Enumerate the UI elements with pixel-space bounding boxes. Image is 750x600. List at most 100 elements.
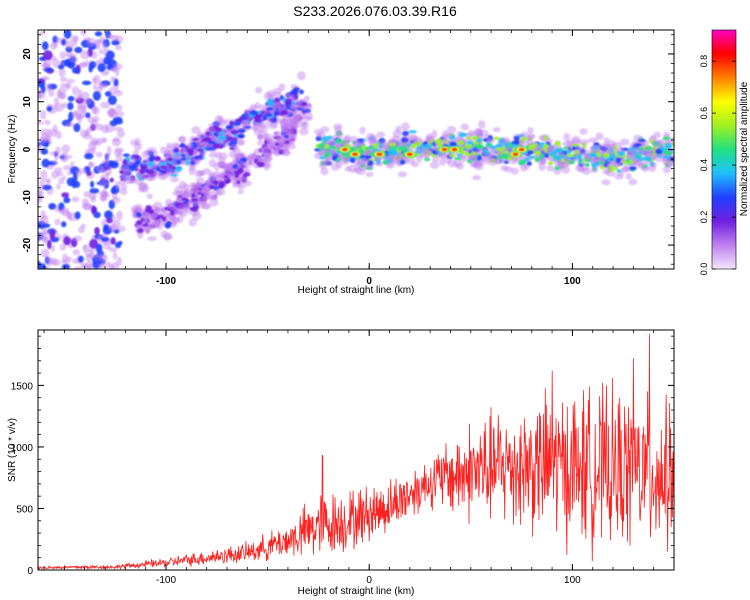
spectrogram-blob	[219, 131, 225, 135]
spectrogram-blob	[89, 247, 96, 254]
spectrogram-blob	[86, 37, 97, 47]
spectrogram-blob	[201, 138, 210, 142]
spectrogram-blob	[213, 142, 220, 149]
spectrogram-blob	[401, 141, 410, 149]
spectrogram-blob	[67, 95, 75, 102]
spectrogram-blob	[118, 240, 123, 245]
spectrogram-blob	[54, 218, 61, 226]
spectrogram-blob	[395, 125, 402, 133]
spectrogram-blob	[71, 196, 80, 203]
spectrogram-blob	[286, 128, 295, 135]
spectrogram-blob	[58, 92, 66, 100]
spectrogram-blob	[214, 115, 224, 124]
spectrogram-blob	[89, 238, 99, 249]
spectrogram-blob	[63, 30, 72, 39]
spectrogram-blob	[464, 144, 473, 149]
spectrogram-blob	[89, 188, 100, 194]
spectrogram-blob	[406, 152, 413, 157]
spectrogram-x-tick-label: -100	[156, 276, 176, 287]
spectrogram-blob	[108, 107, 116, 115]
spectrogram-blob	[249, 110, 258, 116]
spectrogram-blob	[554, 141, 561, 147]
snr-x-axis-label: Height of straight line (km)	[298, 586, 415, 597]
spectrogram-blob	[103, 157, 110, 168]
spectrogram-blob	[85, 112, 91, 119]
spectrogram-blob	[591, 162, 598, 168]
spectrogram-blob	[122, 170, 132, 178]
spectrogram-blob	[272, 87, 282, 95]
spectrogram-blob	[500, 153, 508, 159]
spectrogram-blob	[71, 86, 80, 96]
spectrogram-blob	[84, 152, 94, 160]
spectrogram-blob	[177, 205, 184, 212]
spectrogram-blob	[475, 143, 483, 149]
spectrogram-blob	[280, 109, 288, 116]
spectrogram-blob	[655, 148, 663, 155]
spectrogram-blob	[296, 99, 303, 108]
spectrogram-blob	[160, 230, 168, 239]
spectrogram-blob	[64, 40, 75, 49]
spectrogram-blob	[166, 167, 174, 175]
spectrogram-blob	[73, 36, 78, 47]
spectrogram-blob	[457, 140, 465, 146]
spectrogram-blob	[71, 110, 79, 117]
spectrogram-blob	[135, 212, 143, 218]
spectrogram-blob	[95, 243, 103, 253]
spectrogram-blob	[233, 171, 241, 176]
spectrogram-blob	[185, 159, 190, 166]
spectrogram-blob	[257, 134, 264, 140]
spectrogram-blob	[74, 266, 83, 269]
spectrogram-blob	[641, 165, 649, 172]
spectrogram-blob	[230, 129, 239, 135]
spectrogram-blob	[355, 168, 366, 176]
spectrogram-blob	[638, 146, 644, 151]
spectrogram-blob	[664, 142, 673, 149]
spectrogram-blob	[265, 107, 274, 111]
spectrogram-blob	[74, 211, 81, 220]
spectrogram-blob	[104, 91, 112, 97]
spectrogram-blob	[632, 158, 642, 168]
spectrogram-blob	[481, 155, 492, 165]
colorbar-tick-label: 0.0	[699, 263, 709, 276]
spectrogram-blob	[431, 129, 438, 139]
spectrogram-blob	[155, 166, 161, 172]
spectrogram-blob	[56, 130, 62, 140]
spectrogram-blob	[243, 172, 251, 177]
spectrogram-blob	[449, 153, 456, 158]
spectrogram-blob	[172, 152, 181, 161]
spectrogram-blob	[65, 122, 75, 128]
spectrogram-blob	[459, 151, 467, 155]
spectrogram-blob	[438, 159, 446, 166]
spectrogram-blob	[603, 137, 610, 145]
spectrogram-blob	[625, 172, 632, 180]
spectrogram-blob	[401, 137, 409, 144]
spectrogram-blob	[527, 133, 536, 139]
spectrogram-blob	[662, 136, 671, 141]
spectrogram-blob	[256, 161, 265, 168]
spectrogram-blob	[149, 157, 155, 162]
spectrogram-blob	[240, 157, 248, 163]
spectrogram-blob	[145, 150, 153, 156]
spectrogram-blob	[42, 50, 53, 61]
spectrogram-blob	[478, 119, 486, 129]
spectrogram-blob	[584, 162, 590, 167]
spectrogram-blob	[364, 146, 371, 151]
spectrogram-blob	[209, 195, 218, 201]
spectrogram-blob	[365, 171, 374, 177]
spectrogram-blob	[576, 154, 582, 159]
spectrogram-blob	[290, 89, 299, 96]
spectrogram-blob	[233, 154, 241, 160]
spectrogram-blob	[619, 138, 630, 146]
spectrogram-blob	[365, 132, 375, 142]
spectrogram-blob	[58, 67, 66, 78]
spectrogram-blob	[171, 216, 180, 223]
spectrogram-blob	[510, 167, 519, 175]
spectrogram-blob	[88, 141, 97, 151]
spectrogram-blob	[465, 132, 473, 138]
spectrogram-blob	[44, 119, 51, 125]
spectrogram-blob	[577, 157, 583, 164]
spectrogram-blob	[66, 211, 71, 220]
spectrogram-blob	[588, 155, 598, 164]
spectrogram-blob	[165, 145, 175, 154]
